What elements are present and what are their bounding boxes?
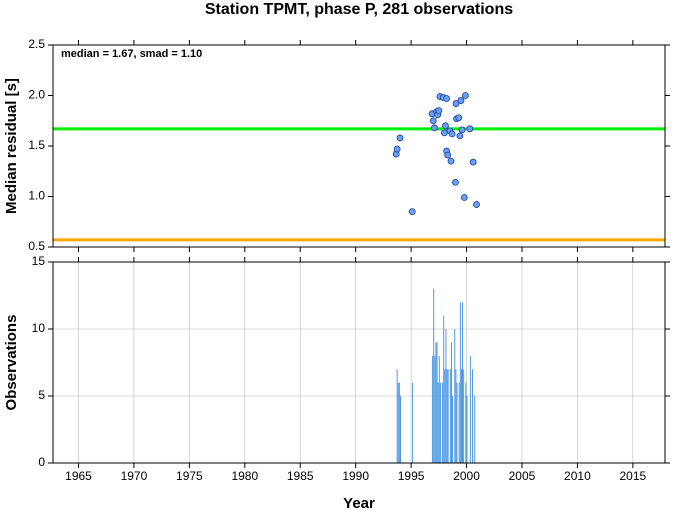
x-tick-label: 1995 [398, 469, 425, 483]
scatter-point [448, 130, 456, 138]
bar [397, 382, 399, 463]
y-tick-label: 2.0 [28, 88, 45, 102]
scatter-point [473, 201, 480, 208]
x-tick-label: 2000 [453, 469, 480, 483]
bar [439, 382, 441, 463]
bar [434, 355, 436, 463]
bar [436, 342, 438, 463]
chart-title: Station TPMT, phase P, 281 observations [205, 1, 513, 18]
bar [455, 369, 457, 463]
scatter-point [443, 95, 450, 102]
y-tick-label: 1.0 [28, 189, 45, 203]
scatter-point [458, 126, 466, 134]
scatter-point [469, 158, 477, 166]
scatter-point [462, 92, 469, 99]
bar [443, 315, 445, 463]
bar [433, 288, 435, 463]
scatter-point [430, 124, 438, 132]
x-tick-label: 1970 [121, 469, 148, 483]
bar [469, 355, 471, 463]
annotation: median = 1.67, smad = 1.10 [61, 48, 202, 60]
bar [445, 329, 447, 463]
bar [463, 369, 465, 463]
y-tick-label: 1.5 [28, 138, 45, 152]
bar [400, 396, 401, 463]
y-axis-label: Observations [3, 315, 20, 411]
y-tick-label: 2.5 [28, 37, 45, 51]
bar [398, 382, 400, 463]
scatter-point [396, 134, 404, 142]
scatter-point [456, 132, 464, 140]
bar [462, 302, 463, 463]
scatter-point [408, 208, 416, 216]
bar [437, 382, 439, 463]
scatter-point [440, 129, 448, 137]
x-tick-label: 2015 [619, 469, 646, 483]
x-tick-label: 1985 [287, 469, 314, 483]
x-tick-label: 1980 [231, 469, 258, 483]
bar [396, 369, 398, 463]
x-axis-label: Year [343, 495, 375, 511]
y-tick-label: 10 [32, 321, 46, 335]
scatter-point [455, 114, 463, 122]
bar [451, 342, 452, 463]
plot-frame [52, 261, 666, 464]
x-tick-label: 1965 [65, 469, 92, 483]
bar [446, 369, 448, 463]
scatter-point [393, 145, 401, 153]
y-tick-label: 5 [38, 388, 45, 402]
bar [447, 369, 449, 463]
bar [432, 355, 434, 463]
scatter-point [452, 178, 459, 186]
bar [458, 382, 460, 463]
x-tick-label: 1975 [176, 469, 203, 483]
bar [465, 382, 467, 463]
y-tick-label: 0.5 [28, 239, 45, 253]
plot-frame [52, 44, 666, 248]
x-tick-label: 1990 [342, 469, 369, 483]
scatter-point [435, 107, 443, 115]
bar [456, 382, 458, 463]
bar [472, 369, 473, 463]
scatter-point [457, 97, 465, 104]
y-axis-label: Median residual [s] [3, 78, 20, 214]
scatter-point [442, 122, 449, 130]
scatter-point [444, 151, 452, 159]
bar [435, 342, 437, 463]
scatter-point [460, 194, 468, 201]
bar [461, 369, 462, 463]
bar [459, 302, 461, 463]
bar [444, 369, 446, 463]
scatter-point [466, 125, 474, 133]
bar [412, 382, 414, 463]
x-tick-label: 2005 [509, 469, 536, 483]
scatter-point [429, 117, 437, 125]
bar [452, 396, 454, 463]
scatter-point [452, 100, 460, 107]
bar [438, 355, 440, 463]
x-tick-label: 2010 [564, 469, 591, 483]
bar [442, 382, 444, 463]
bar [466, 396, 468, 463]
bar [449, 369, 451, 463]
y-tick-label: 15 [32, 254, 46, 268]
bar [474, 396, 476, 463]
scatter-point [447, 157, 455, 165]
bar [454, 329, 456, 463]
y-tick-label: 0 [38, 455, 45, 469]
